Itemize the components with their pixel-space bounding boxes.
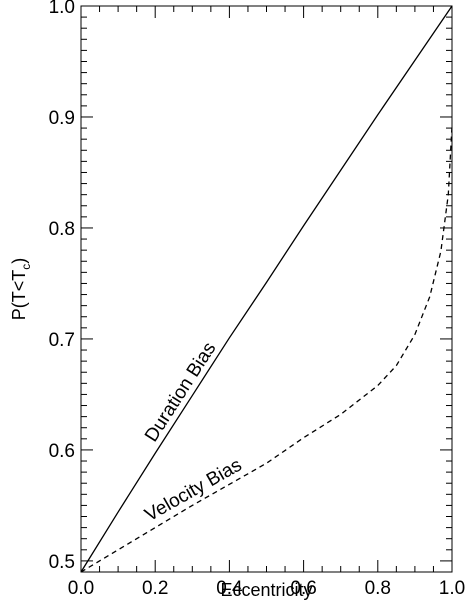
- y-tick-label: 0.7: [49, 330, 75, 351]
- y-axis-title: P(T<Tc): [9, 258, 33, 321]
- x-tick-label: 1.0: [439, 578, 465, 599]
- x-tick-label: 0.6: [290, 578, 316, 599]
- x-tick-label: 0.4: [216, 578, 243, 599]
- duration-bias-line: [80, 5, 453, 573]
- x-axis-title: Eccentricity: [220, 580, 312, 600]
- y-tick-label: 1.0: [49, 0, 75, 18]
- plot-lines: [80, 5, 453, 573]
- x-axis-ticks: 0.0 0.2 0.4 0.6 0.8 1.0: [68, 6, 465, 599]
- y-tick-label: 0.8: [49, 219, 75, 240]
- x-tick-label: 0.8: [365, 578, 391, 599]
- y-tick-label: 0.9: [49, 108, 75, 129]
- y-tick-label: 0.5: [49, 552, 75, 573]
- plot-frame: [80, 5, 453, 573]
- annotations: Duration Bias Velocity Bias: [141, 339, 245, 527]
- y-axis-ticks: 0.5 0.6 0.7 0.8 0.9 1.0: [49, 0, 452, 573]
- velocity-bias-annotation: Velocity Bias: [142, 455, 246, 526]
- x-tick-label: 0.0: [68, 578, 94, 599]
- y-tick-label: 0.6: [49, 441, 75, 462]
- velocity-bias-line: [80, 125, 453, 573]
- duration-bias-annotation: Duration Bias: [141, 339, 220, 446]
- y-axis-title-main: P(T<T: [9, 270, 29, 321]
- y-axis-title-subscript: c: [19, 264, 33, 270]
- x-tick-label: 0.2: [142, 578, 168, 599]
- y-axis-title-close: ): [9, 258, 29, 264]
